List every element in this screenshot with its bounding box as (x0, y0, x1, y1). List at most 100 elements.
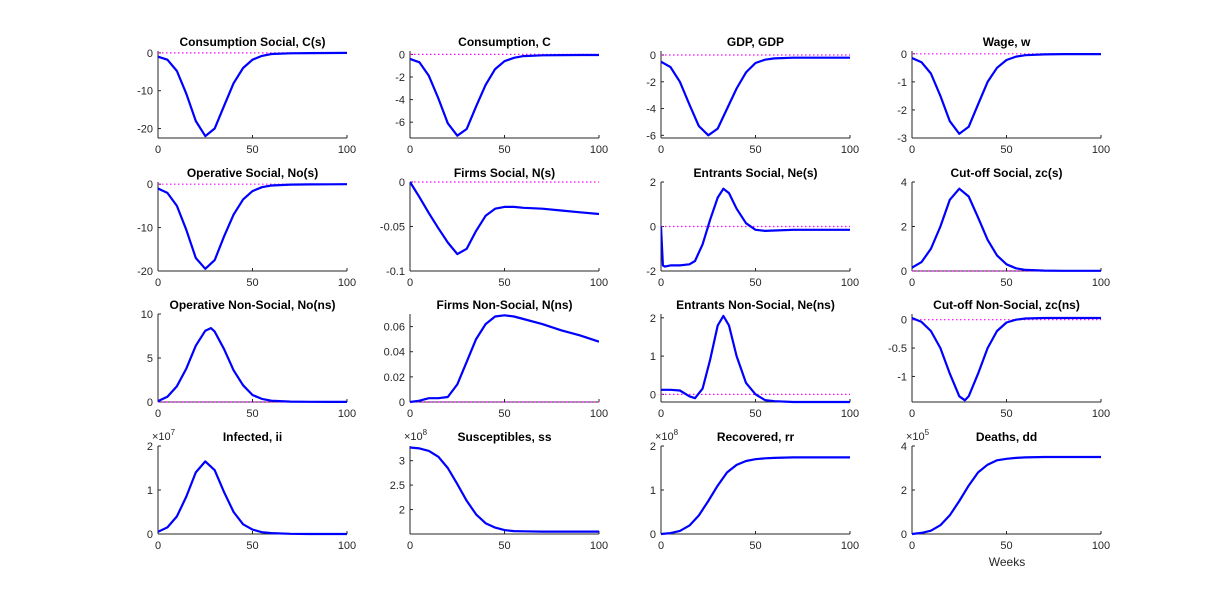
series-line (410, 446, 599, 533)
y-tick-label: 1 (650, 351, 656, 363)
series-line (912, 455, 1101, 536)
subplot-title: Cut-off Social, zc(s) (950, 166, 1062, 180)
y-tick-label: -20 (137, 124, 153, 136)
y-tick-label: 2 (650, 177, 656, 189)
y-tick-label: 2 (650, 441, 656, 453)
y-tick-label: 1 (147, 485, 153, 497)
x-tick-label: 0 (658, 408, 664, 420)
y-tick-label: -4 (395, 95, 405, 107)
x-tick-label: 100 (338, 277, 356, 289)
subplot-title: Operative Non-Social, No(ns) (169, 298, 335, 312)
subplot-title: Recovered, rr (717, 430, 795, 444)
x-tick-label: 50 (1000, 277, 1012, 289)
y-tick-label: -0.05 (380, 222, 405, 234)
x-tick-label: 0 (155, 408, 161, 420)
y-multiplier: ×108 (404, 428, 428, 443)
y-tick-label: -0.1 (386, 266, 405, 278)
y-tick-label: -0.5 (888, 343, 907, 355)
series-line (158, 327, 347, 403)
x-tick-label: 100 (338, 408, 356, 420)
y-tick-label: -2 (897, 105, 907, 117)
series-line (661, 187, 850, 268)
x-tick-label: 50 (246, 408, 258, 420)
subplot-1: 0 50 100 -20 -10 0 Consumption Social, C(s) (137, 35, 356, 156)
series-line (912, 53, 1101, 135)
x-tick-label: 50 (498, 277, 510, 289)
x-tick-label: 0 (407, 144, 413, 156)
subplot-title: Infected, ii (223, 430, 282, 444)
x-tick-label: 100 (841, 277, 859, 289)
y-tick-label: 2 (399, 505, 405, 517)
series-line (158, 51, 347, 138)
x-tick-label: 50 (498, 408, 510, 420)
y-tick-label: 0 (147, 529, 153, 541)
series-line (410, 53, 599, 137)
x-tick-label: 100 (590, 408, 608, 420)
y-tick-label: -2 (395, 72, 405, 84)
subplot-title: Wage, w (983, 35, 1031, 49)
y-multiplier: ×108 (655, 428, 679, 443)
y-tick-label: 5 (147, 353, 153, 365)
y-tick-label: 2 (147, 441, 153, 453)
x-tick-label: 0 (909, 144, 915, 156)
y-tick-label: 0 (650, 389, 656, 401)
y-tick-label: 4 (901, 441, 907, 453)
x-tick-label: 100 (338, 144, 356, 156)
y-tick-label: -6 (646, 130, 656, 142)
x-tick-label: 0 (155, 540, 161, 552)
subplot-4: 0 50 100 -3 -2 -1 0 Wage, w (897, 35, 1110, 156)
y-tick-label: 4 (901, 177, 907, 189)
x-tick-label: 100 (841, 540, 859, 552)
y-tick-label: 2 (901, 485, 907, 497)
y-multiplier: ×107 (152, 428, 176, 443)
y-tick-label: 2 (901, 222, 907, 234)
y-tick-label: -20 (137, 266, 153, 278)
series-line (158, 183, 347, 270)
subplot-10: 0 50 100 0 0.02 0.04 0.06 Firms Non-Social, N(n… (384, 298, 609, 420)
x-tick-label: 0 (909, 540, 915, 552)
x-tick-label: 0 (155, 144, 161, 156)
x-tick-label: 0 (407, 277, 413, 289)
series-line (158, 460, 347, 536)
y-tick-label: 0 (650, 529, 656, 541)
y-tick-label: -4 (646, 104, 656, 116)
y-tick-label: 0 (650, 222, 656, 234)
subplot-14: 0 50 100 2 2.5 3 ×108 Susceptibles, ss (390, 428, 608, 552)
x-tick-label: 100 (841, 408, 859, 420)
subplot-title: GDP, GDP (727, 35, 784, 49)
subplot-title: Consumption, C (458, 35, 551, 49)
y-tick-label: 0 (901, 529, 907, 541)
x-tick-label: 50 (246, 540, 258, 552)
series-line (410, 314, 599, 404)
series-line (661, 456, 850, 536)
y-tick-label: 0 (147, 397, 153, 409)
x-tick-label: 100 (338, 540, 356, 552)
y-tick-label: 1 (650, 485, 656, 497)
series-line (661, 56, 850, 137)
y-tick-label: -10 (137, 223, 153, 235)
subplot-12: 0 50 100 -1 -0.5 0 Cut-off Non-Social, zc(ns) (888, 298, 1110, 420)
x-tick-label: 50 (749, 408, 761, 420)
subplot-5: 0 50 100 -20 -10 0 Operative Social, No(s) (137, 166, 356, 289)
x-tick-label: 0 (658, 277, 664, 289)
x-tick-label: 50 (498, 144, 510, 156)
series-line (912, 316, 1101, 402)
subplot-6: 0 50 100 -0.1 -0.05 0 Firms Social, N(s) (380, 166, 608, 289)
y-tick-label: 0 (147, 179, 153, 191)
x-axis-label: Weeks (989, 555, 1025, 569)
x-tick-label: 0 (407, 540, 413, 552)
y-tick-label: 0 (901, 49, 907, 61)
y-tick-label: 0.04 (384, 347, 405, 359)
x-tick-label: 0 (407, 408, 413, 420)
series-line (661, 314, 850, 404)
x-tick-label: 50 (1000, 408, 1012, 420)
x-tick-label: 50 (1000, 540, 1012, 552)
y-tick-label: 0 (901, 266, 907, 278)
y-tick-label: -3 (897, 133, 907, 145)
x-tick-label: 100 (1092, 144, 1110, 156)
subplot-title: Operative Social, No(s) (187, 166, 318, 180)
y-tick-label: 2 (650, 313, 656, 325)
x-tick-label: 50 (246, 277, 258, 289)
